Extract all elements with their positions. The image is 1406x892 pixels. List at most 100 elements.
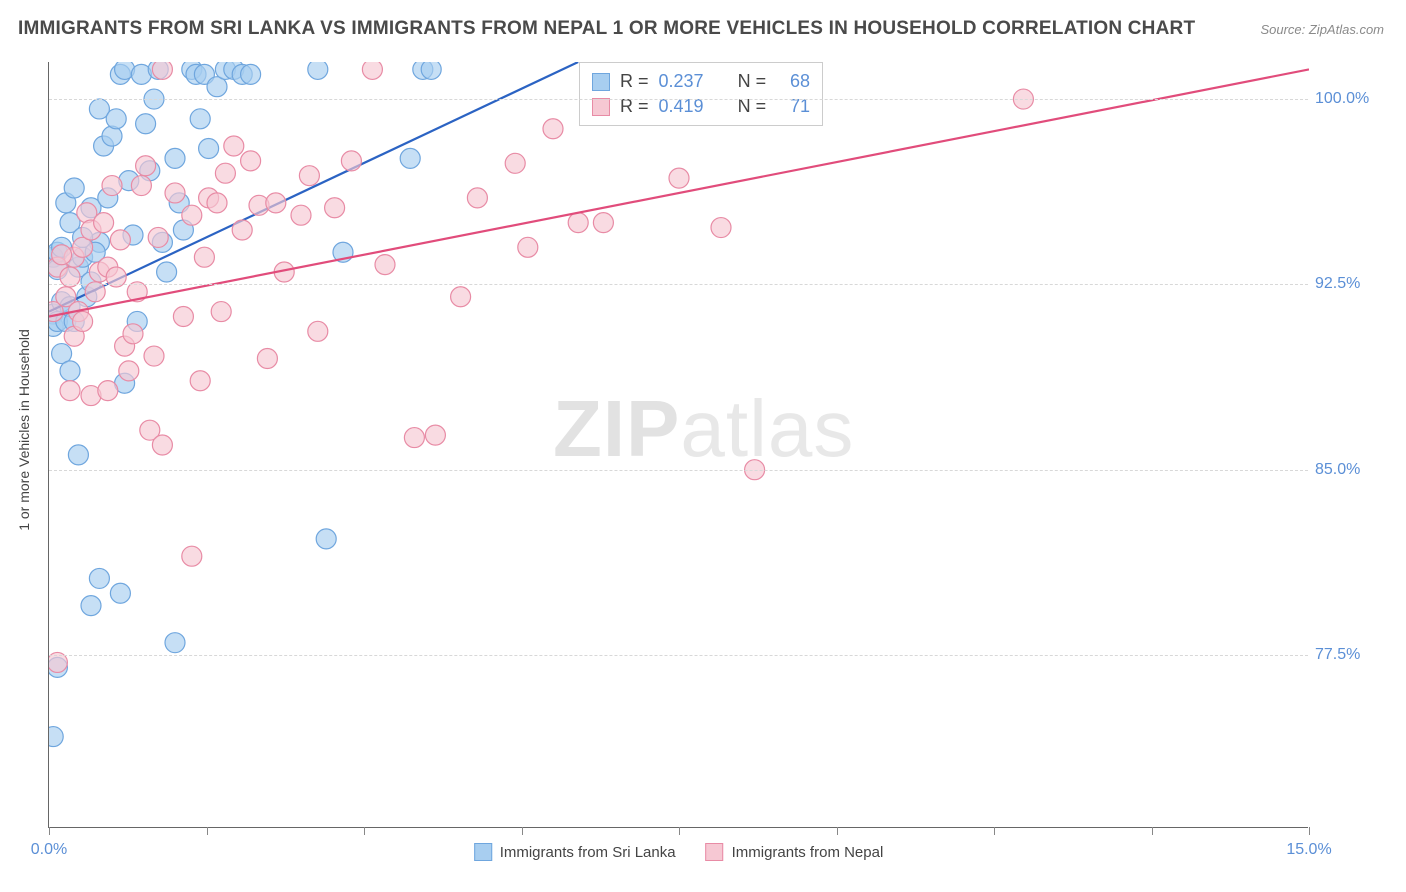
data-point [173,307,193,327]
data-point [136,114,156,134]
data-point [152,435,172,455]
plot-area: ZIPatlas R = 0.237 N = 68 R = 0.419 N = … [48,62,1308,828]
data-point [102,126,122,146]
data-point [165,148,185,168]
swatch-icon [706,843,724,861]
xtick [522,827,523,835]
data-point [190,109,210,129]
data-point [224,136,244,156]
data-point [341,151,361,171]
legend-item-0: Immigrants from Sri Lanka [474,843,676,861]
ytick-label: 92.5% [1315,275,1403,293]
xtick [837,827,838,835]
gridline [49,284,1308,285]
data-point [119,361,139,381]
data-point [89,568,109,588]
stats-box: R = 0.237 N = 68 R = 0.419 N = 71 [579,62,823,126]
data-point [421,59,441,79]
data-point [711,218,731,238]
data-point [543,119,563,139]
swatch-icon [592,73,610,91]
data-point [257,349,277,369]
data-point [669,168,689,188]
n-label: N = [738,71,767,92]
data-point [106,109,126,129]
stats-row-0: R = 0.237 N = 68 [592,69,810,94]
scatter-svg [49,62,1308,827]
data-point [94,213,114,233]
data-point [425,425,445,445]
data-point [64,178,84,198]
legend-label: Immigrants from Nepal [732,844,884,861]
data-point [60,361,80,381]
xtick [1309,827,1310,835]
swatch-icon [592,98,610,116]
stats-row-1: R = 0.419 N = 71 [592,94,810,119]
data-point [404,428,424,448]
data-point [316,529,336,549]
swatch-icon [474,843,492,861]
data-point [165,633,185,653]
xtick [364,827,365,835]
source-label: Source: ZipAtlas.com [1260,22,1384,37]
data-point [182,546,202,566]
data-point [165,183,185,203]
data-point [131,176,151,196]
data-point [43,727,63,747]
legend-label: Immigrants from Sri Lanka [500,844,676,861]
data-point [211,302,231,322]
data-point [81,596,101,616]
xtick [49,827,50,835]
r-label: R = [620,71,649,92]
data-point [325,198,345,218]
data-point [375,255,395,275]
data-point [102,176,122,196]
data-point [60,381,80,401]
data-point [190,371,210,391]
data-point [194,247,214,267]
data-point [199,138,219,158]
xtick [679,827,680,835]
data-point [241,64,261,84]
data-point [157,262,177,282]
legend: Immigrants from Sri Lanka Immigrants fro… [474,843,884,861]
data-point [68,445,88,465]
series-group [43,59,1033,672]
data-point [215,163,235,183]
data-point [207,193,227,213]
data-point [308,59,328,79]
y-axis-label: 1 or more Vehicles in Household [16,329,32,531]
data-point [98,381,118,401]
n-value: 68 [776,71,810,92]
data-point [136,156,156,176]
data-point [73,311,93,331]
xtick [207,827,208,835]
data-point [144,346,164,366]
data-point [232,220,252,240]
data-point [52,245,72,265]
data-point [241,151,261,171]
xtick [994,827,995,835]
data-point [182,205,202,225]
data-point [467,188,487,208]
ytick-label: 85.0% [1315,461,1403,479]
data-point [110,583,130,603]
data-point [518,237,538,257]
gridline [49,99,1308,100]
legend-item-1: Immigrants from Nepal [706,843,884,861]
ytick-label: 100.0% [1315,90,1403,108]
xtick-label: 0.0% [31,841,67,859]
data-point [291,205,311,225]
data-point [568,213,588,233]
data-point [400,148,420,168]
ytick-label: 77.5% [1315,646,1403,664]
chart-title: IMMIGRANTS FROM SRI LANKA VS IMMIGRANTS … [18,18,1195,40]
data-point [593,213,613,233]
data-point [123,324,143,344]
xtick [1152,827,1153,835]
data-point [110,230,130,250]
data-point [451,287,471,307]
data-point [308,321,328,341]
r-value: 0.237 [659,71,704,92]
data-point [299,166,319,186]
